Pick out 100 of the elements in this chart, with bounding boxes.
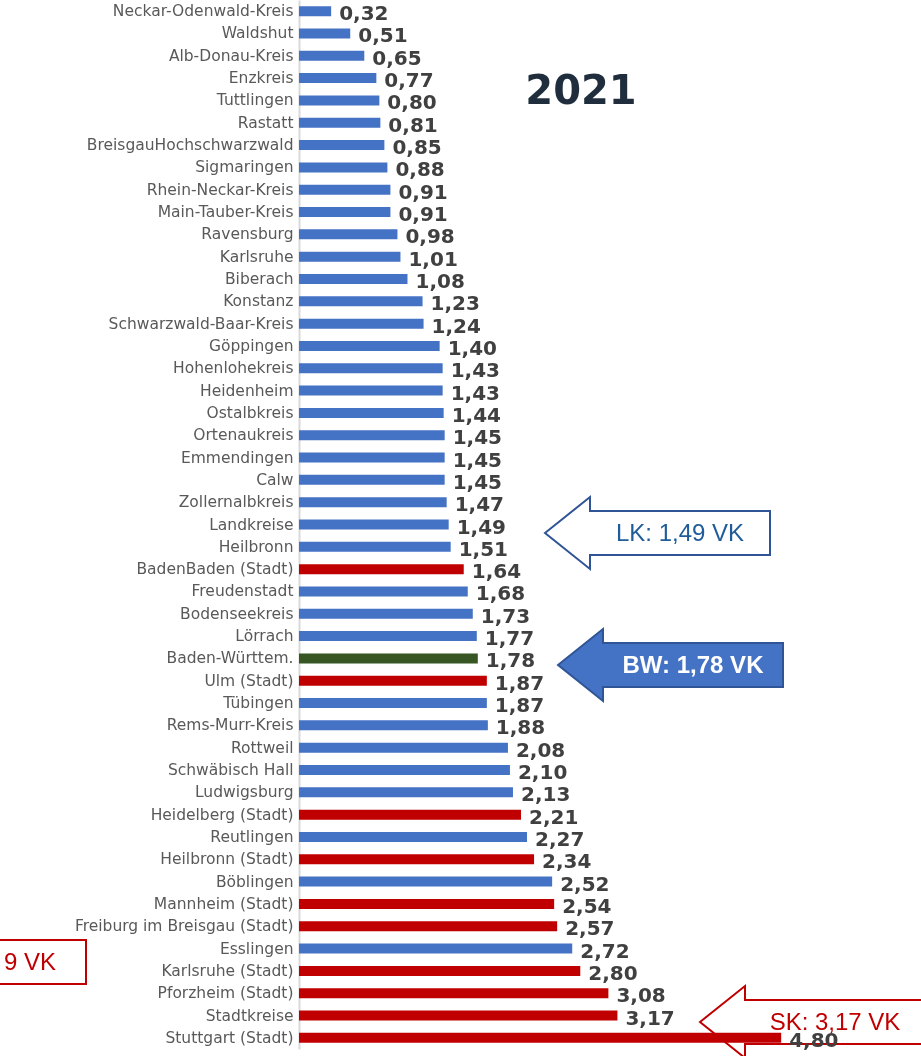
- bar: [299, 363, 443, 374]
- y-tick-label: Calw: [256, 470, 294, 489]
- y-tick-label: Waldshut: [221, 24, 294, 43]
- annotation: LK: 1,49 VK: [615, 519, 745, 546]
- data-label: 1,40: [447, 335, 497, 360]
- bar: [299, 229, 398, 240]
- data-label: 2,08: [515, 737, 566, 762]
- text: 9 VK: [4, 948, 57, 975]
- data-label: 1,64: [471, 559, 522, 584]
- data-label: 0,85: [392, 135, 442, 160]
- bar: [299, 943, 573, 954]
- y-tick-label: Freudenstadt: [191, 582, 294, 601]
- y-tick-label: Baden-Württem.: [166, 649, 294, 668]
- y-tick-label: Karlsruhe: [219, 247, 294, 266]
- data-label: 0,91: [398, 179, 448, 204]
- y-tick-label: Schwäbisch Hall: [167, 761, 294, 780]
- bar: [299, 6, 332, 17]
- y-tick-label: Göppingen: [208, 336, 294, 355]
- bar: [299, 407, 444, 418]
- data-label: 2,57: [565, 916, 615, 941]
- bar: [299, 28, 351, 39]
- y-tick-label: Landkreise: [209, 515, 294, 534]
- bar: [299, 854, 535, 865]
- y-tick-label: Schwarzwald-Baar-Kreis: [108, 314, 294, 333]
- bar: [299, 184, 391, 195]
- bar: [299, 921, 558, 932]
- y-tick-label: Mannheim (Stadt): [153, 894, 294, 913]
- data-label: 2,13: [520, 782, 571, 807]
- text: 2021: [525, 67, 637, 113]
- bar: [299, 586, 468, 597]
- bar: [299, 965, 581, 976]
- bar: [299, 162, 388, 173]
- data-label: 1,23: [430, 291, 480, 316]
- bar: [299, 251, 401, 262]
- y-tick-label: Stuttgart (Stadt): [165, 1028, 294, 1047]
- y-tick-label: Freiburg im Breisgau (Stadt): [74, 917, 294, 936]
- data-label: 0,91: [398, 202, 448, 227]
- data-label: 1,51: [458, 536, 509, 561]
- y-tick-label: Ostalbkreis: [206, 403, 294, 422]
- y-tick-label: Stadtkreise: [205, 1006, 294, 1025]
- y-tick-label: Main-Tauber-Kreis: [157, 203, 294, 222]
- bar: [299, 608, 473, 619]
- y-tick-label: Reutlingen: [210, 827, 294, 846]
- bar: [299, 452, 445, 463]
- bar: [299, 698, 487, 709]
- data-label: 1,44: [451, 402, 502, 427]
- y-tick-label: Karlsruhe (Stadt): [161, 961, 294, 980]
- data-label: 1,47: [454, 492, 505, 517]
- data-label: 1,45: [452, 469, 503, 494]
- bar: [299, 787, 513, 798]
- data-label: 2,54: [562, 893, 612, 918]
- y-tick-label: BreisgauHochschwarzwald: [86, 136, 294, 155]
- data-label: 2,80: [588, 960, 638, 985]
- y-tick-label: Biberach: [224, 269, 294, 288]
- data-label: 1,88: [495, 715, 546, 740]
- y-tick-label: Pforzheim (Stadt): [157, 984, 294, 1003]
- bar: [299, 140, 385, 151]
- y-tick-label: Konstanz: [223, 292, 294, 311]
- y-tick-label: Hohenlohekreis: [173, 359, 294, 378]
- data-label: 0,80: [387, 90, 437, 115]
- bar: [299, 430, 445, 441]
- y-tick-label: Heidelberg (Stadt): [150, 805, 294, 824]
- bar: [299, 519, 449, 530]
- data-label: 3,17: [625, 1005, 675, 1030]
- bar: [299, 73, 377, 84]
- y-tick-label: Böblingen: [215, 872, 294, 891]
- data-label: 0,32: [339, 1, 389, 26]
- bar: [299, 340, 440, 351]
- data-label: 0,77: [384, 68, 434, 93]
- y-tick-label: Heilbronn (Stadt): [160, 850, 294, 869]
- bar: [299, 497, 447, 508]
- bar: [299, 385, 443, 396]
- y-tick-label: Rottweil: [230, 738, 294, 757]
- bar: [299, 541, 451, 552]
- y-tick-label: Heilbronn: [218, 537, 294, 556]
- data-label: 1,87: [494, 693, 545, 718]
- data-label: 1,87: [494, 670, 545, 695]
- data-label: 0,65: [372, 45, 422, 70]
- bar: [299, 898, 555, 909]
- bar: [299, 675, 487, 686]
- data-label: 2,27: [535, 826, 585, 851]
- y-tick-label: Neckar-Odenwald-Kreis: [112, 2, 294, 21]
- bar: [299, 876, 553, 887]
- bar: [299, 318, 424, 329]
- data-label: 1,45: [452, 425, 503, 450]
- data-label: 0,98: [405, 224, 455, 249]
- bar: [299, 1032, 782, 1043]
- data-label: 1,49: [456, 514, 507, 539]
- bar: [299, 273, 408, 284]
- bar: [299, 765, 510, 776]
- data-label: 2,21: [529, 804, 579, 829]
- y-tick-label: Rhein-Neckar-Kreis: [146, 180, 294, 199]
- bar: [299, 988, 609, 999]
- y-tick-label: Tübingen: [222, 694, 294, 713]
- bar: [299, 1010, 618, 1021]
- bar: [299, 809, 521, 820]
- y-tick-label: Rastatt: [237, 113, 294, 132]
- data-label: 1,43: [450, 358, 501, 383]
- data-label: 1,77: [484, 626, 535, 651]
- y-tick-label: BadenBaden (Stadt): [136, 560, 294, 579]
